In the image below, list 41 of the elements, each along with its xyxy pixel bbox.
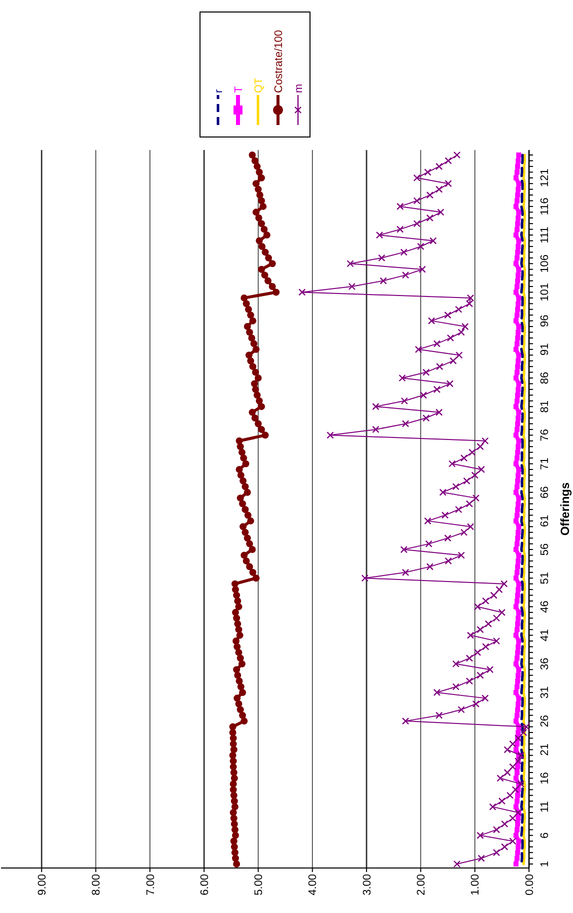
y-tick-label: 111: [538, 226, 551, 244]
y-tick-label: 66: [538, 486, 551, 498]
y-tick-label: 36: [538, 658, 551, 670]
y-tick-label: 86: [538, 372, 551, 384]
y-tick-label: 76: [538, 429, 551, 442]
y-tick-label: 91: [538, 343, 551, 356]
y-tick-label: 81: [538, 400, 551, 413]
x-tick-label: 8.00: [90, 874, 103, 896]
x-tick-label: 7.00: [144, 874, 157, 896]
y-tick-label: 16: [538, 772, 551, 784]
y-tick-label: 56: [538, 543, 551, 556]
y-tick-label: 121: [538, 168, 551, 188]
y-axis-title: Offerings: [558, 482, 572, 536]
x-tick-label: 4.00: [307, 874, 320, 896]
y-tick-label: 6: [538, 832, 551, 838]
text: T: [232, 86, 245, 93]
text: m: [292, 84, 305, 93]
y-tick-label: 71: [538, 458, 551, 470]
y-tick-label: 116: [538, 198, 551, 216]
y-tick-label: 41: [538, 629, 551, 642]
text: Costrate/100: [272, 30, 285, 93]
y-tick-label: 51: [538, 572, 551, 584]
y-tick-label: 106: [538, 254, 551, 273]
x-tick-label: 5.00: [253, 874, 266, 896]
x-tick-label: 3.00: [361, 874, 374, 896]
x-tick-label: 1.00: [470, 874, 482, 896]
y-tick-label: 26: [538, 714, 551, 728]
x-tick-label: 6.00: [198, 874, 211, 896]
y-tick-label: 61: [538, 514, 551, 528]
y-tick-label: 21: [538, 744, 551, 756]
y-tick-label: 46: [538, 600, 551, 613]
y-tick-label: 31: [538, 686, 551, 699]
text: r: [212, 89, 225, 93]
x-tick-label: 0.00: [524, 874, 536, 896]
x-tick-label: 9.00: [36, 874, 48, 896]
y-tick-label: 11: [538, 801, 551, 813]
x-tick-label: 2.00: [416, 874, 428, 896]
y-tick-label: 1: [538, 860, 551, 868]
y-tick-label: 101: [538, 283, 551, 302]
y-tick-label: 96: [538, 314, 551, 327]
text: QT: [252, 77, 265, 93]
